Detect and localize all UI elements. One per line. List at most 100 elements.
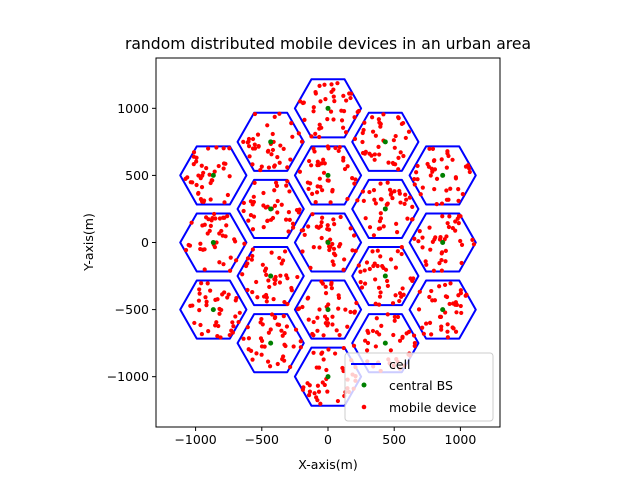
mobile-device-point [367, 266, 372, 272]
mobile-device-point [356, 108, 361, 114]
mobile-device-point [418, 192, 423, 197]
mobile-device-point [374, 330, 380, 335]
mobile-device-point [330, 241, 335, 247]
mobile-device-point [320, 188, 325, 193]
mobile-device-point [282, 299, 287, 305]
mobile-device-point [437, 261, 442, 266]
mobile-device-point [458, 238, 463, 244]
mobile-device-point [432, 237, 437, 242]
y-tick-label: −500 [115, 302, 149, 317]
mobile-device-point [370, 115, 375, 120]
mobile-device-point [397, 298, 402, 304]
mobile-device-point [287, 189, 292, 194]
mobile-device-point [249, 257, 254, 262]
mobile-device-point [272, 281, 277, 286]
mobile-device-point [264, 272, 269, 277]
mobile-device-point [434, 202, 439, 207]
mobile-device-point [371, 188, 377, 193]
mobile-device-point [252, 111, 258, 117]
mobile-device-point [315, 159, 320, 164]
mobile-device-point [266, 165, 272, 170]
mobile-device-point [201, 198, 207, 203]
mobile-device-point [255, 295, 260, 300]
mobile-device-point [317, 245, 322, 250]
mobile-device-point [198, 241, 203, 246]
mobile-device-point [306, 393, 312, 398]
mobile-device-point [385, 180, 390, 185]
mobile-device-point [280, 258, 286, 263]
mobile-device-point [216, 323, 221, 329]
mobile-device-point [450, 225, 455, 231]
mobile-device-point [393, 293, 398, 298]
mobile-device-point [204, 166, 209, 171]
mobile-device-point [399, 245, 404, 250]
mobile-device-point [322, 314, 328, 319]
mobile-device-point [350, 176, 355, 181]
mobile-device-point [264, 295, 269, 300]
mobile-device-point [352, 136, 358, 141]
mobile-device-point [372, 197, 377, 202]
mobile-device-point [331, 262, 336, 267]
legend-mobile-device-label: mobile device [389, 400, 477, 415]
mobile-device-point [313, 89, 318, 95]
mobile-device-point [343, 307, 348, 312]
mobile-device-point [377, 152, 382, 157]
mobile-device-point [439, 327, 444, 332]
mobile-device-point [430, 146, 436, 151]
mobile-device-point [275, 198, 280, 204]
mobile-device-point [440, 214, 445, 219]
mobile-device-point [250, 227, 256, 232]
mobile-device-point [205, 281, 210, 286]
mobile-device-point [288, 364, 293, 370]
mobile-device-point [437, 237, 443, 242]
mobile-device-point [327, 247, 332, 253]
mobile-device-point [378, 211, 383, 216]
mobile-device-point [387, 187, 393, 192]
mobile-device-point [266, 278, 271, 283]
mobile-device-point [348, 95, 353, 101]
mobile-device-point [227, 146, 232, 151]
mobile-device-point [443, 259, 448, 264]
mobile-device-point [416, 307, 422, 312]
mobile-device-point [212, 169, 217, 174]
mobile-device-point [373, 277, 378, 282]
mobile-device-point [283, 217, 289, 222]
mobile-device-point [445, 329, 450, 334]
mobile-device-point [224, 223, 229, 228]
mobile-device-point [432, 187, 437, 192]
mobile-device-point [411, 333, 417, 338]
mobile-device-point [322, 161, 327, 166]
mobile-device-point [467, 166, 472, 171]
mobile-device-point [331, 117, 336, 122]
mobile-device-point [376, 117, 381, 122]
mobile-device-point [445, 151, 450, 156]
mobile-device-point [412, 182, 417, 187]
mobile-device-point [277, 255, 282, 261]
mobile-device-point [385, 312, 390, 317]
central-bs-point [268, 273, 274, 279]
mobile-device-point [342, 166, 348, 172]
mobile-device-point [242, 241, 247, 246]
mobile-device-point [430, 169, 435, 174]
mobile-device-point [197, 291, 202, 296]
axes: −1000 −500 0 500 1000 −1000 −500 0 500 1000 [107, 57, 501, 447]
mobile-device-point [427, 320, 433, 325]
mobile-device-point [376, 285, 382, 290]
mobile-device-point [326, 244, 332, 249]
mobile-device-point [403, 135, 408, 141]
mobile-device-point [321, 333, 326, 338]
mobile-device-point [439, 201, 445, 206]
mobile-device-point [370, 328, 376, 334]
cell-hexagon [179, 279, 248, 340]
mobile-device-point [271, 297, 276, 302]
mobile-device-point [221, 262, 226, 267]
mobile-device-point [276, 322, 282, 327]
mobile-device-point [341, 93, 346, 98]
mobile-device-point [456, 221, 461, 226]
mobile-device-point [191, 150, 197, 155]
mobile-device-point [351, 233, 357, 238]
mobile-device-point [428, 173, 433, 178]
mobile-device-point [311, 105, 316, 110]
mobile-device-point [227, 268, 233, 273]
mobile-device-point [246, 336, 252, 341]
